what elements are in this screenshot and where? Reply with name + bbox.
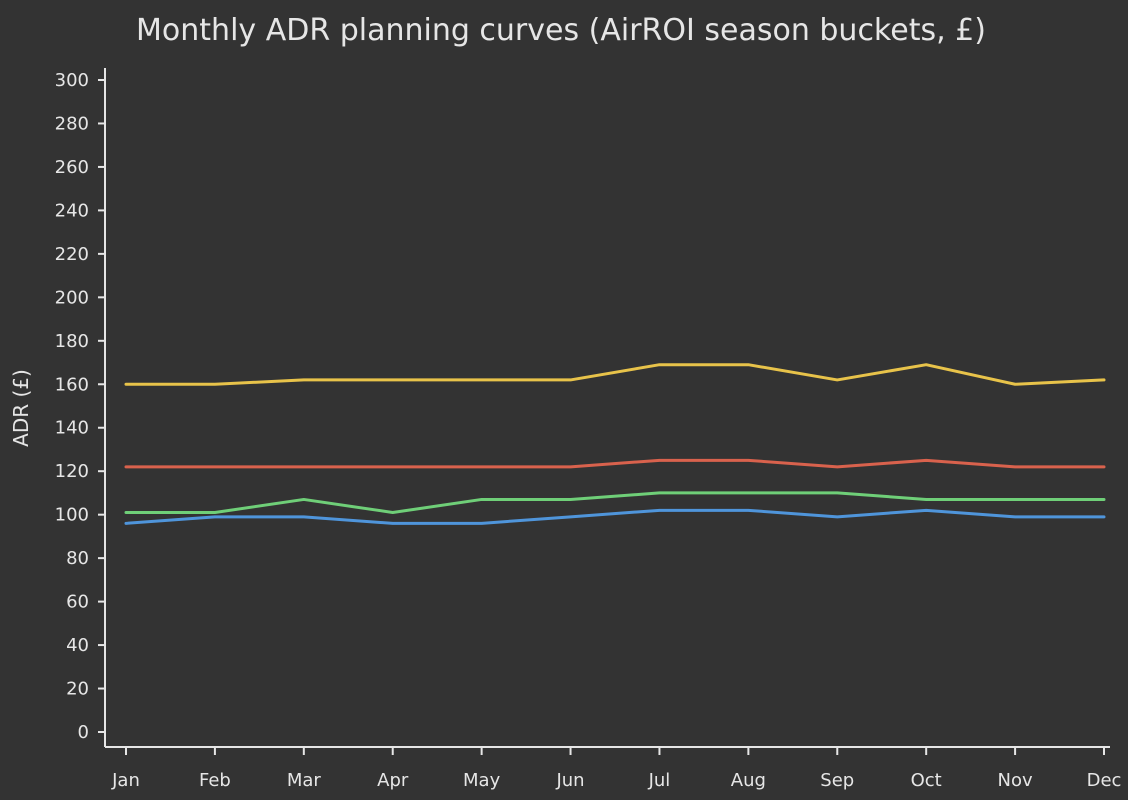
y-axis-label: ADR (£) <box>9 369 33 447</box>
x-tick-label: Aug <box>731 770 766 791</box>
y-tick-label: 300 <box>55 70 89 91</box>
x-tick-label: Sep <box>820 770 854 791</box>
y-tick-label: 20 <box>66 679 89 700</box>
x-tick-label: Mar <box>287 770 322 791</box>
x-tick-label: Jan <box>111 770 140 791</box>
y-tick-label: 160 <box>55 374 89 395</box>
axes-group <box>104 68 1110 748</box>
y-tick-label: 80 <box>66 548 89 569</box>
y-tick-label: 100 <box>55 505 89 526</box>
x-tick-label: Jun <box>555 770 584 791</box>
chart-title: Monthly ADR planning curves (AirROI seas… <box>136 13 986 48</box>
series-line-red <box>124 458 1106 469</box>
y-tick-label: 260 <box>55 157 89 178</box>
y-tick-label: 220 <box>55 244 89 265</box>
ticks-group: 0 20 40 60 80 100 120 140 160 180 200 220 240 260 280 3… <box>55 70 1122 791</box>
series-line-blue <box>124 508 1106 525</box>
x-tick-label: Nov <box>998 770 1033 791</box>
y-tick-label: 240 <box>55 200 89 221</box>
x-tick-label: Oct <box>911 770 942 791</box>
y-tick-label: 140 <box>55 418 89 439</box>
series-line-yellow <box>124 363 1106 386</box>
x-tick-label: May <box>463 770 501 791</box>
y-tick-label: 200 <box>55 287 89 308</box>
plot-lines <box>124 363 1106 525</box>
y-tick-label: 180 <box>55 331 89 352</box>
x-tick-label: Apr <box>377 770 409 791</box>
x-tick-label: Feb <box>199 770 231 791</box>
series-line-green <box>124 491 1106 514</box>
y-tick-label: 0 <box>78 722 89 743</box>
x-tick-label: Jul <box>648 770 671 791</box>
y-tick-label: 40 <box>66 635 89 656</box>
y-tick-label: 60 <box>66 592 89 613</box>
y-tick-label: 120 <box>55 461 89 482</box>
y-tick-label: 280 <box>55 113 89 134</box>
x-tick-label: Dec <box>1087 770 1122 791</box>
